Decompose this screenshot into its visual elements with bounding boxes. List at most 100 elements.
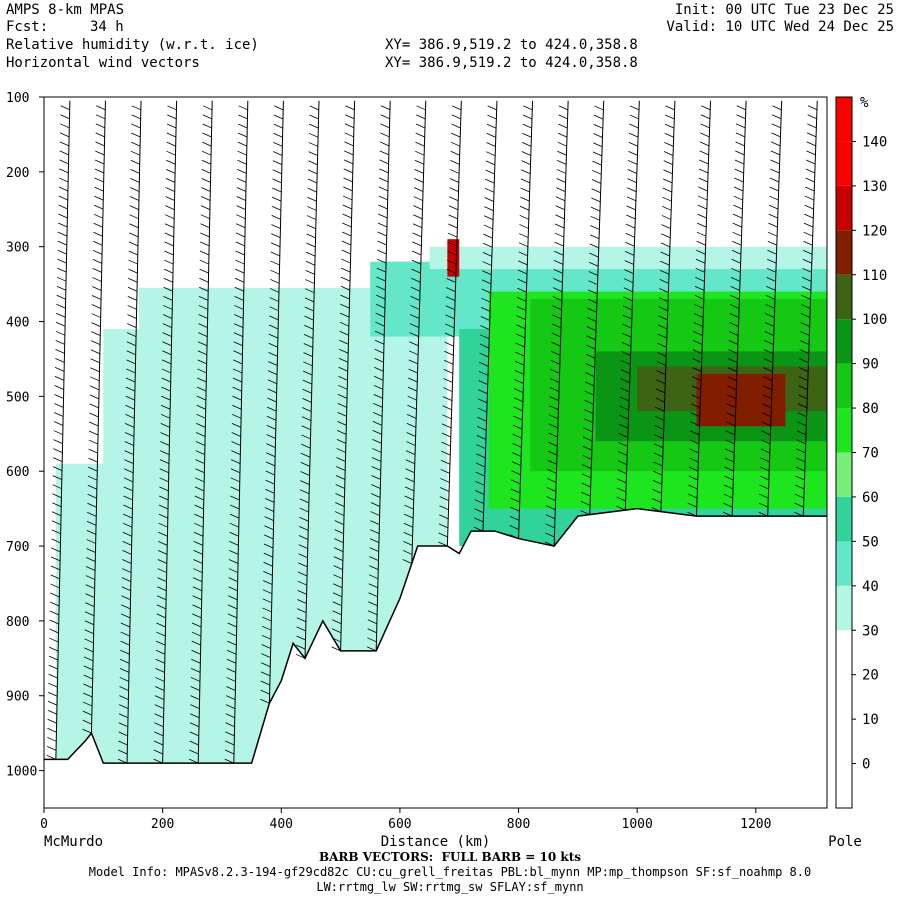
barb-flag <box>484 197 494 202</box>
barb-flag <box>199 286 209 292</box>
barb-flag <box>87 493 97 499</box>
barb-flag <box>483 233 493 239</box>
barb-flag <box>336 439 347 444</box>
barb-flag <box>202 123 212 129</box>
barb-flag <box>726 394 737 400</box>
barb-flag <box>299 498 310 504</box>
barb-flag <box>653 452 663 458</box>
barb-flag <box>723 484 734 490</box>
barb-flag <box>374 348 384 354</box>
barb-staff <box>411 100 427 564</box>
barb-flag <box>234 314 244 319</box>
barb-flag <box>725 430 735 436</box>
barb-flag <box>379 168 389 174</box>
barb-flag <box>688 475 698 481</box>
barb-flag <box>227 622 237 628</box>
barb-flag <box>303 343 313 348</box>
barb-flag <box>336 430 347 435</box>
barb-flag <box>807 114 817 120</box>
barb-flag <box>273 114 284 120</box>
barb-flag <box>343 159 354 165</box>
barb-column-0 <box>46 100 71 760</box>
barb-flag <box>161 395 171 401</box>
barb-flag <box>56 276 67 282</box>
barb-flag <box>415 141 425 147</box>
barb-flag <box>653 443 664 449</box>
y-tick-label: 800 <box>6 615 29 630</box>
barb-flag <box>807 105 818 111</box>
barb-flag <box>372 421 383 426</box>
model-title: AMPS 8-km MPAS <box>6 2 125 18</box>
barb-flag <box>545 514 556 520</box>
barb-flag <box>556 159 567 165</box>
barb-flag <box>701 105 711 111</box>
barb-flag <box>340 303 350 309</box>
barb-flag <box>618 442 628 447</box>
barb-flag <box>302 388 312 394</box>
barb-flag <box>699 150 709 156</box>
barb-flag <box>344 114 355 120</box>
barb-flag <box>478 371 489 376</box>
barb-flag <box>762 394 772 400</box>
barb-flag <box>804 213 814 219</box>
barb-flag <box>511 461 522 466</box>
barb-flag <box>163 295 173 301</box>
barb-flag <box>155 649 166 655</box>
barb-flag <box>189 740 199 746</box>
y-tick-label: 500 <box>6 390 29 405</box>
barb-flag <box>735 150 745 156</box>
barb-flag <box>519 233 529 238</box>
barb-flag <box>265 488 275 494</box>
barb-flag <box>190 686 200 691</box>
barb-flag <box>480 316 490 321</box>
barb-flag <box>415 132 425 138</box>
barb-flag <box>266 415 277 421</box>
barb-flag <box>156 595 167 601</box>
barb-flag <box>333 547 344 553</box>
barb-flag <box>409 341 419 347</box>
barb-flag <box>96 105 106 111</box>
barb-flag <box>46 754 57 760</box>
barb-flag <box>795 466 805 472</box>
barb-flag <box>593 114 604 120</box>
barb-flag <box>271 233 281 239</box>
barb-flag <box>50 583 60 589</box>
barb-flag <box>50 556 61 562</box>
barb-flag <box>450 159 460 165</box>
barb-flag <box>556 178 566 183</box>
barb-flag <box>520 178 531 184</box>
barb-flag <box>727 367 738 373</box>
barb-flag <box>166 132 177 138</box>
barb-flag <box>338 366 348 372</box>
barb-flag <box>482 261 492 266</box>
barb-flag <box>94 177 104 183</box>
barb-flag <box>548 423 559 429</box>
barb-flag <box>760 448 770 454</box>
barb-flag <box>516 297 527 302</box>
barb-flag <box>617 469 627 475</box>
barb-flag <box>414 159 425 165</box>
barb-flag <box>723 493 733 499</box>
barb-flag <box>767 258 777 264</box>
barb-flag <box>480 306 491 312</box>
barb-flag <box>410 305 420 310</box>
barb-flag <box>342 195 353 201</box>
barb-flag <box>550 350 561 356</box>
barb-flag <box>158 522 168 528</box>
barb-flag <box>444 332 455 338</box>
barb-flag <box>93 204 104 210</box>
barb-flag <box>86 520 97 526</box>
barb-flag <box>411 259 421 265</box>
barb-flag <box>414 150 425 156</box>
barb-flag <box>197 377 207 383</box>
barb-flag <box>546 505 556 511</box>
barb-flag <box>510 506 520 512</box>
barb-flag <box>730 276 741 282</box>
barb-flag <box>51 511 62 517</box>
barb-flag <box>160 441 170 446</box>
barb-flag <box>723 502 733 508</box>
barb-flag <box>261 634 272 640</box>
barb-flag <box>237 150 247 156</box>
barb-flag <box>198 305 208 310</box>
barb-flag <box>698 168 709 174</box>
